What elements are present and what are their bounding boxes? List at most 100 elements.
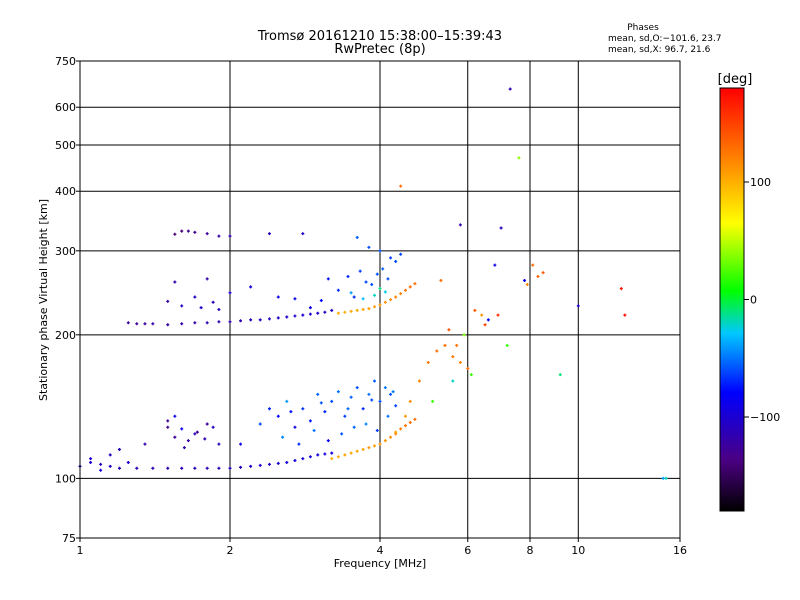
data-point <box>458 223 462 227</box>
data-point <box>199 306 203 310</box>
x-tick-label: 8 <box>527 544 534 557</box>
y-tick-label: 600 <box>55 101 76 114</box>
data-point <box>349 291 353 295</box>
data-point <box>346 407 350 411</box>
data-point <box>541 271 545 275</box>
data-point <box>239 465 243 469</box>
colorbar-tick-label: 100 <box>750 176 771 189</box>
data-point <box>258 318 262 322</box>
data-point <box>193 432 197 436</box>
data-point <box>166 323 170 327</box>
data-point <box>508 87 512 91</box>
data-point <box>301 407 305 411</box>
data-point <box>195 430 199 434</box>
data-point <box>323 410 327 414</box>
data-point <box>346 275 350 279</box>
data-point <box>451 355 455 359</box>
data-point <box>99 468 103 472</box>
data-point <box>228 320 232 324</box>
data-point <box>623 313 627 317</box>
data-point <box>355 308 359 312</box>
data-point <box>193 321 197 325</box>
data-point <box>367 245 371 249</box>
data-point <box>349 309 353 313</box>
data-point <box>370 282 374 286</box>
data-point <box>466 366 470 370</box>
x-tick-label: 10 <box>571 544 585 557</box>
data-point <box>239 319 243 323</box>
data-point <box>349 395 353 399</box>
data-point <box>135 322 139 326</box>
data-point <box>394 259 398 263</box>
data-point <box>267 407 271 411</box>
data-point <box>375 272 379 276</box>
phase-info-x: mean, sd,X: 96.7, 21.6 <box>608 45 711 55</box>
data-point <box>447 328 451 332</box>
data-point <box>558 373 562 377</box>
data-point <box>403 414 407 418</box>
y-tick-label: 75 <box>62 532 76 545</box>
colorbar <box>719 87 745 512</box>
data-point <box>316 311 320 315</box>
data-point <box>378 399 382 403</box>
data-point <box>281 435 285 439</box>
data-point <box>364 422 368 426</box>
x-tick-label: 1 <box>77 544 84 557</box>
data-point <box>143 322 147 326</box>
data-point <box>389 256 393 260</box>
chart-title: Tromsø 20161210 15:38:00–15:39:43 <box>257 29 502 44</box>
data-point <box>336 455 340 459</box>
data-point <box>399 252 403 256</box>
data-point <box>355 449 359 453</box>
colorbar-label: [deg] <box>718 72 753 87</box>
data-point <box>505 343 509 347</box>
data-point <box>408 420 412 424</box>
data-point <box>330 451 334 455</box>
data-point <box>661 476 665 480</box>
data-point <box>143 442 147 446</box>
data-point <box>343 453 347 457</box>
y-tick-label: 400 <box>55 185 76 198</box>
data-point <box>383 439 387 443</box>
data-point <box>217 307 221 311</box>
data-point <box>180 466 184 470</box>
data-point <box>117 466 121 470</box>
x-axis-label: Frequency [MHz] <box>334 557 426 570</box>
data-point <box>499 226 503 230</box>
data-point <box>276 414 280 418</box>
data-point <box>205 466 209 470</box>
data-point <box>276 295 280 299</box>
data-point <box>330 308 334 312</box>
data-point <box>619 287 623 291</box>
data-point <box>343 310 347 314</box>
y-axis-label: Stationary phase Virtual Height [km] <box>37 199 50 401</box>
data-point <box>193 230 197 234</box>
data-point <box>211 300 215 304</box>
data-point <box>173 435 177 439</box>
data-point <box>293 314 297 318</box>
data-point <box>352 425 356 429</box>
data-point <box>378 249 382 253</box>
data-point <box>531 263 535 267</box>
data-point <box>361 447 365 451</box>
x-axis-ticks: 1 2 4 6 8 10 16 <box>77 538 687 557</box>
data-point <box>364 280 368 284</box>
data-point <box>469 373 473 377</box>
data-point <box>373 293 377 297</box>
data-point <box>391 390 395 394</box>
data-point <box>285 399 289 403</box>
data-point <box>182 446 186 450</box>
data-point <box>126 321 130 325</box>
data-point <box>308 419 312 423</box>
data-point <box>389 392 393 396</box>
data-point <box>399 184 403 188</box>
data-point <box>151 322 155 326</box>
data-point <box>135 466 139 470</box>
data-point <box>451 379 455 383</box>
data-point <box>373 379 377 383</box>
data-point <box>458 360 462 364</box>
data-point <box>483 323 487 327</box>
data-point <box>289 410 293 414</box>
data-point <box>367 307 371 311</box>
data-point <box>343 414 347 418</box>
